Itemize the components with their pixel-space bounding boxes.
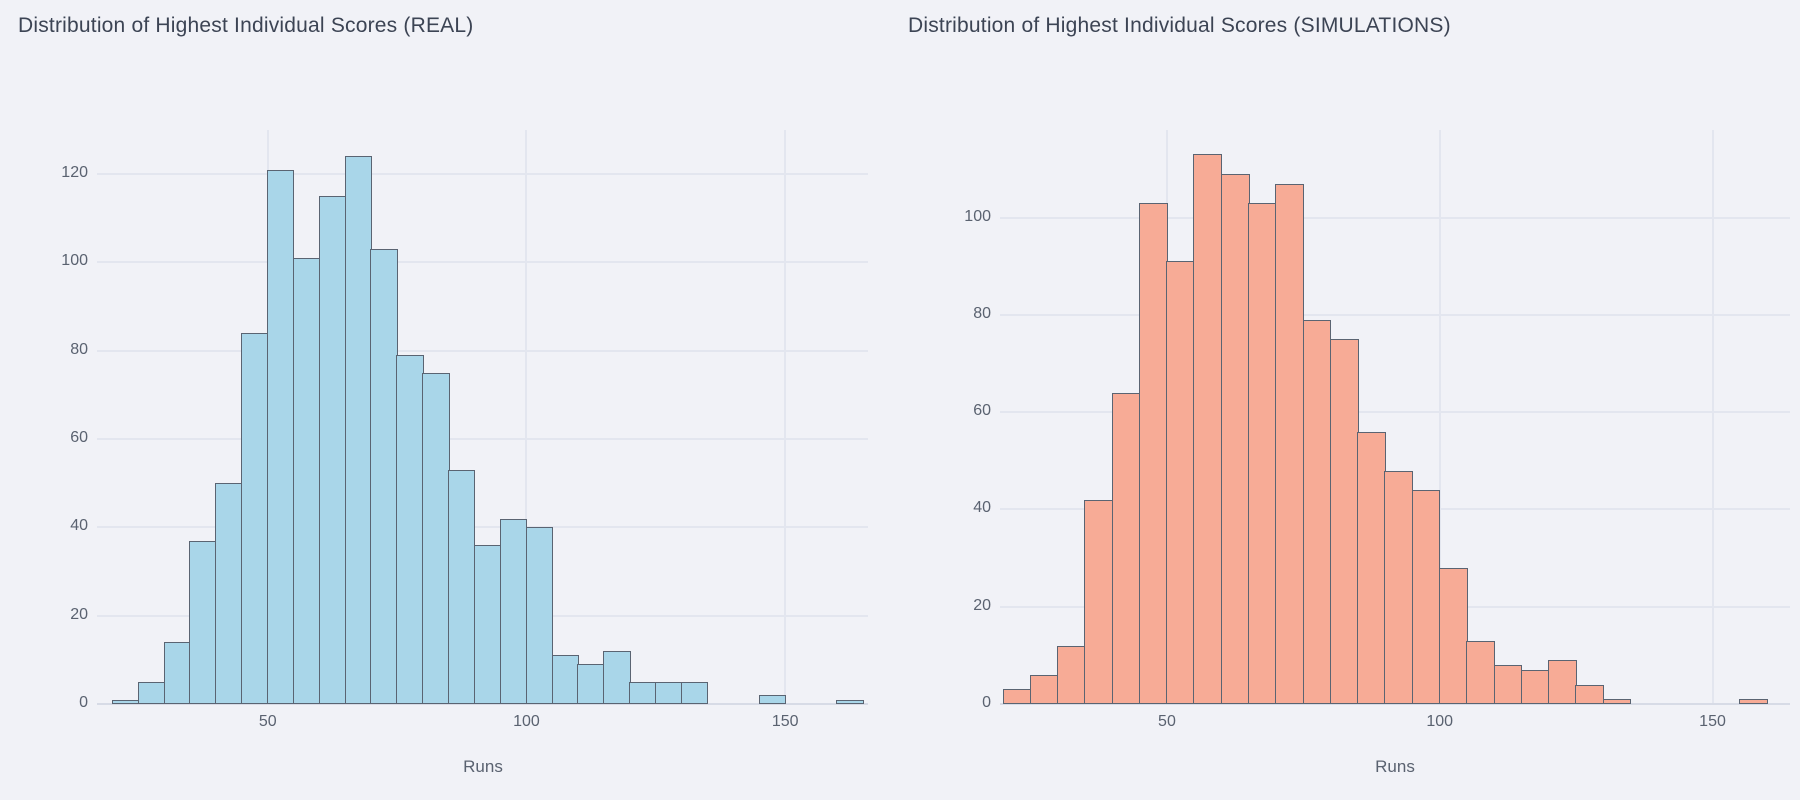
x-gridline (525, 130, 528, 704)
x-gridline (1438, 130, 1441, 704)
histogram-bar (551, 655, 579, 704)
histogram-bar (1411, 489, 1441, 704)
chart-title-real: Distribution of Highest Individual Score… (18, 14, 474, 37)
y-tick-label: 80 (70, 340, 88, 358)
histogram-bar (680, 681, 709, 704)
histogram-bar (1084, 499, 1114, 704)
x-gridline (784, 130, 787, 704)
histogram-bar (1438, 567, 1468, 704)
y-tick-label: 40 (70, 517, 88, 535)
histogram-bar (1029, 674, 1059, 704)
x-tick-label: 150 (1699, 713, 1726, 730)
histogram-bar (1275, 183, 1305, 704)
y-gridline (97, 438, 868, 441)
y-tick-label: 100 (61, 252, 88, 270)
histogram-bar (1193, 154, 1223, 704)
y-tick-label: 20 (70, 605, 88, 623)
histogram-bar (1057, 645, 1086, 704)
y-tick-label: 120 (61, 164, 88, 182)
x-tick-label: 100 (1426, 713, 1454, 730)
x-tick-label: 50 (258, 713, 277, 730)
y-tick-label: 60 (973, 402, 991, 420)
histogram-bar (241, 333, 269, 704)
histogram-bar (1002, 689, 1032, 704)
x-axis-baseline (1000, 703, 1790, 705)
y-tick-label: 20 (973, 596, 991, 614)
x-axis-baseline (97, 703, 868, 705)
histogram-bar (1220, 173, 1250, 704)
y-gridline (1000, 216, 1790, 219)
histogram-bar (1548, 660, 1577, 704)
histogram-bar (1111, 392, 1141, 704)
x-tick-label: 50 (1158, 713, 1176, 730)
histogram-bar (1357, 431, 1386, 704)
y-tick-label: 40 (973, 499, 991, 517)
histogram-bar (1493, 665, 1523, 704)
chart-title-simulations: Distribution of Highest Individual Score… (908, 14, 1451, 37)
y-tick-label: 0 (982, 694, 991, 711)
histogram-bar (1138, 202, 1168, 704)
histogram-bar (836, 699, 864, 704)
y-gridline (1000, 411, 1790, 414)
histogram-bar (525, 527, 554, 704)
y-tick-label: 80 (973, 304, 991, 322)
histogram-bar (189, 540, 217, 704)
y-tick-label: 60 (70, 429, 88, 447)
histogram-bar (1166, 261, 1195, 704)
histogram-bar (448, 469, 476, 704)
histogram-bar (1248, 202, 1277, 704)
x-axis-title-simulations: Runs (1375, 757, 1415, 776)
y-gridline (1000, 313, 1790, 316)
histogram-bar (1520, 669, 1550, 704)
histogram-bar (1575, 684, 1605, 704)
y-tick-label: 100 (964, 207, 991, 225)
histogram-bar (758, 695, 786, 704)
histogram-bar (1739, 699, 1768, 704)
x-tick-label: 100 (513, 713, 540, 730)
x-tick-label: 150 (771, 713, 799, 730)
histogram-bar (1329, 339, 1359, 704)
histogram-bar (1602, 699, 1632, 704)
histogram-bar (603, 651, 631, 704)
y-gridline (97, 261, 868, 264)
histogram-bar (1466, 640, 1496, 704)
y-gridline (97, 526, 868, 529)
x-gridline (1711, 130, 1714, 704)
y-gridline (97, 349, 868, 352)
y-gridline (97, 173, 868, 176)
histogram-bar (1384, 470, 1414, 704)
histogram-bar (1302, 319, 1332, 704)
x-axis-title-real: Runs (463, 757, 503, 776)
y-tick-label: 0 (79, 694, 88, 711)
